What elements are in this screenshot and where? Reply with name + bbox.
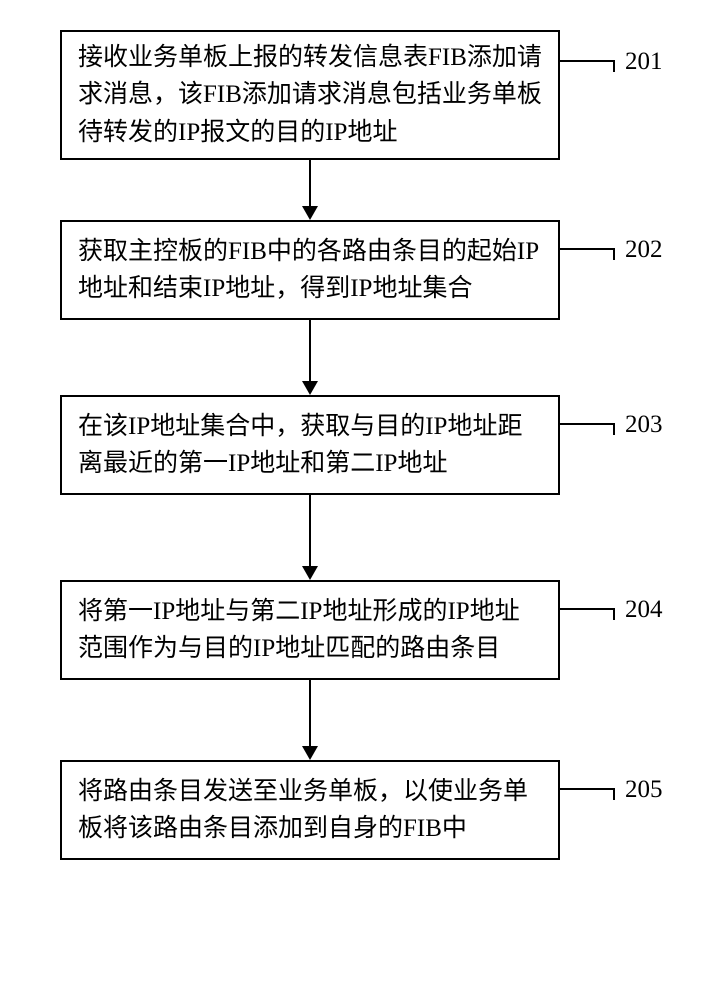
label-connector-hook [613, 248, 615, 260]
flowchart-step-201: 接收业务单板上报的转发信息表FIB添加请求消息，该FIB添加请求消息包括业务单板… [60, 30, 560, 160]
step-text: 获取主控板的FIB中的各路由条目的起始IP地址和结束IP地址，得到IP地址集合 [78, 233, 542, 308]
label-connector-line [560, 608, 615, 610]
label-connector-hook [613, 60, 615, 72]
label-connector-hook [613, 423, 615, 435]
step-label: 205 [625, 776, 663, 804]
step-label: 201 [625, 48, 663, 76]
label-connector-line [560, 248, 615, 250]
step-text: 将第一IP地址与第二IP地址形成的IP地址范围作为与目的IP地址匹配的路由条目 [78, 593, 542, 668]
flowchart-step-204: 将第一IP地址与第二IP地址形成的IP地址范围作为与目的IP地址匹配的路由条目 [60, 580, 560, 680]
step-label: 204 [625, 596, 663, 624]
label-connector-hook [613, 788, 615, 800]
step-text: 将路由条目发送至业务单板，以使业务单板将该路由条目添加到自身的FIB中 [78, 773, 542, 848]
label-connector-line [560, 60, 615, 62]
label-connector-line [560, 788, 615, 790]
label-connector-hook [613, 608, 615, 620]
step-text: 接收业务单板上报的转发信息表FIB添加请求消息，该FIB添加请求消息包括业务单板… [78, 39, 542, 152]
step-label: 203 [625, 411, 663, 439]
step-text: 在该IP地址集合中，获取与目的IP地址距离最近的第一IP地址和第二IP地址 [78, 408, 542, 483]
flowchart-step-202: 获取主控板的FIB中的各路由条目的起始IP地址和结束IP地址，得到IP地址集合 [60, 220, 560, 320]
flowchart-container: 接收业务单板上报的转发信息表FIB添加请求消息，该FIB添加请求消息包括业务单板… [0, 0, 724, 1000]
flowchart-step-205: 将路由条目发送至业务单板，以使业务单板将该路由条目添加到自身的FIB中 [60, 760, 560, 860]
label-connector-line [560, 423, 615, 425]
step-label: 202 [625, 236, 663, 264]
flowchart-step-203: 在该IP地址集合中，获取与目的IP地址距离最近的第一IP地址和第二IP地址 [60, 395, 560, 495]
